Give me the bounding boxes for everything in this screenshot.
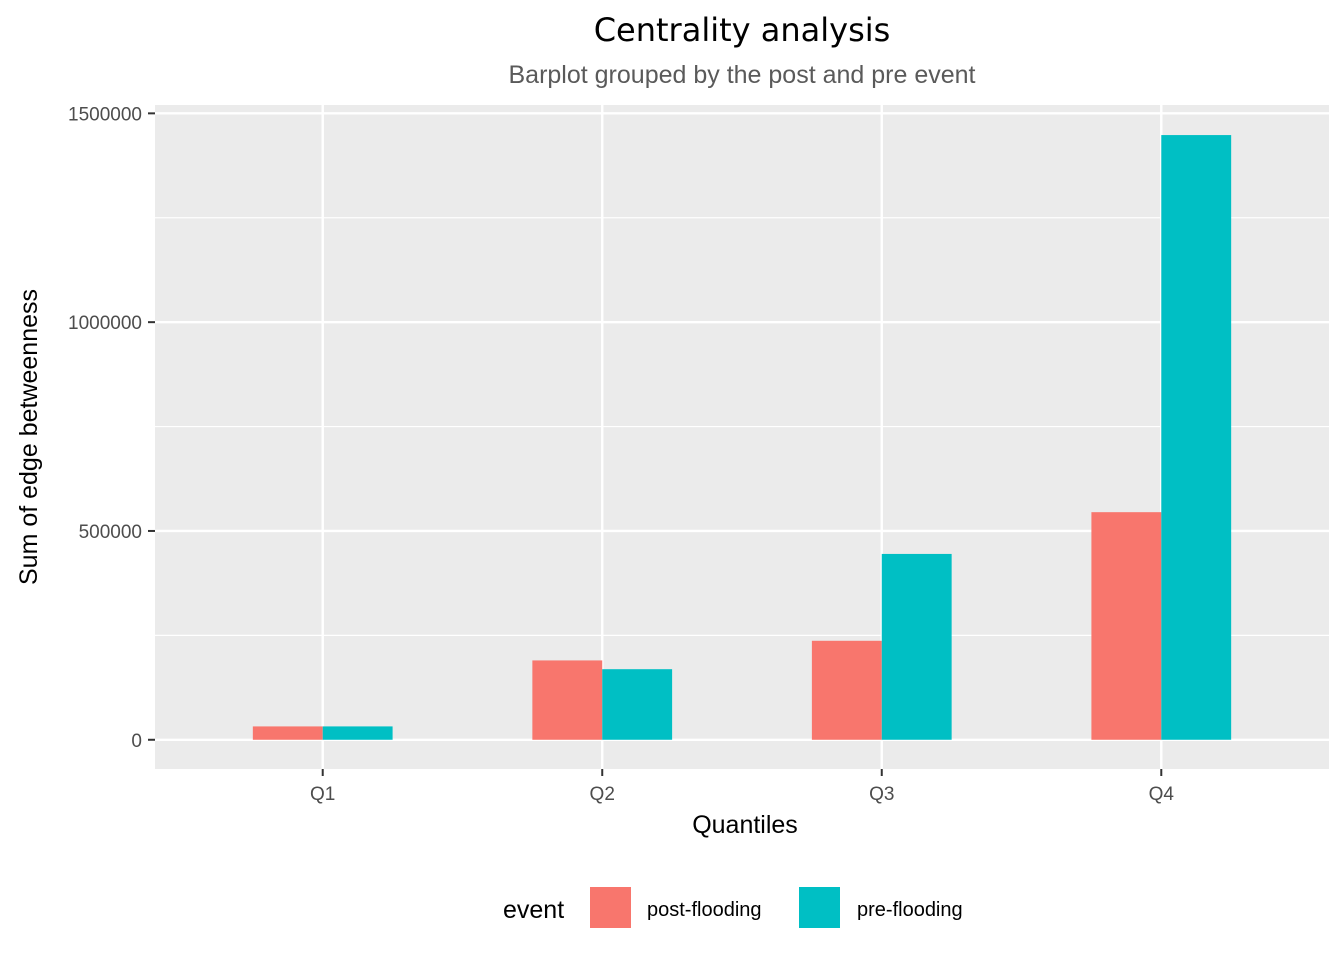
chart-subtitle: Barplot grouped by the post and pre even…	[509, 61, 976, 89]
bars	[252, 135, 1232, 740]
y-tick-label: 500000	[79, 522, 142, 543]
bar-post-flooding-Q2	[532, 660, 603, 740]
y-tick-label: 0	[131, 731, 142, 752]
bar-pre-flooding-Q2	[602, 669, 673, 740]
bar-pre-flooding-Q3	[881, 553, 952, 740]
chart-title: Centrality analysis	[594, 11, 891, 49]
legend: event post-flooding pre-flooding	[503, 885, 963, 930]
bar-post-flooding-Q1	[252, 726, 323, 740]
axes: 0 500000 1000000 1500000 Q1 Q2 Q3 Q4	[68, 104, 1174, 805]
legend-label-post-flooding: post-flooding	[647, 899, 762, 921]
legend-title: event	[503, 896, 564, 924]
bar-post-flooding-Q3	[811, 640, 882, 740]
legend-key-post-flooding	[588, 885, 633, 930]
x-tick-label: Q3	[869, 784, 894, 805]
y-axis-title: Sum of edge betweenness	[15, 289, 43, 585]
x-tick-label: Q1	[310, 784, 335, 805]
x-tick-label: Q4	[1149, 784, 1175, 805]
x-tick-label: Q2	[590, 784, 615, 805]
bar-post-flooding-Q4	[1091, 512, 1162, 740]
bar-pre-flooding-Q1	[322, 726, 393, 740]
legend-label-pre-flooding: pre-flooding	[857, 899, 963, 921]
x-axis-title: Quantiles	[692, 811, 798, 839]
y-tick-label: 1500000	[68, 104, 142, 125]
legend-key-pre-flooding	[797, 885, 842, 930]
bar-pre-flooding-Q4	[1161, 135, 1232, 740]
y-tick-label: 1000000	[68, 313, 142, 334]
